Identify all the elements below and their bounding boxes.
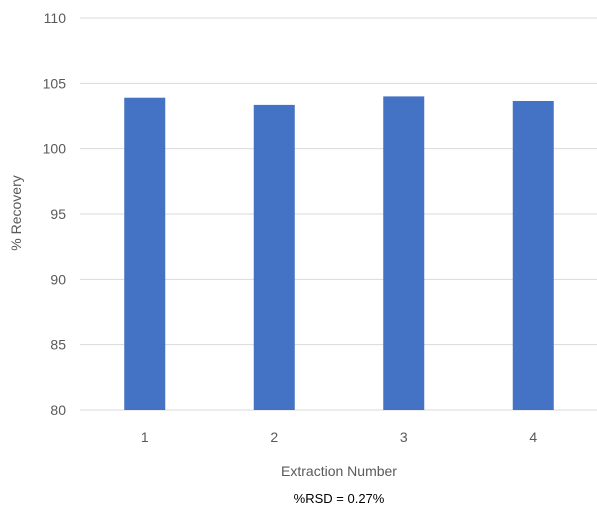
y-tick-label-95: 95 xyxy=(50,206,66,222)
y-tick-label-110: 110 xyxy=(44,10,67,26)
x-tick-label-2: 2 xyxy=(270,429,278,445)
x-axis-title: Extraction Number xyxy=(281,463,397,479)
bar-3 xyxy=(383,96,425,411)
y-tick-label-90: 90 xyxy=(50,271,66,287)
y-tick-label-80: 80 xyxy=(50,402,66,418)
rsd-annotation: %RSD = 0.27% xyxy=(294,491,385,506)
bars xyxy=(124,96,554,411)
y-tick-labels: 80 85 90 95 100 105 110 xyxy=(43,10,67,418)
x-tick-label-3: 3 xyxy=(400,429,408,445)
y-tick-label-100: 100 xyxy=(43,141,67,157)
x-tick-label-4: 4 xyxy=(529,429,537,445)
y-tick-label-85: 85 xyxy=(50,337,66,353)
gridlines xyxy=(80,17,597,411)
bar-4 xyxy=(512,100,554,411)
x-tick-labels: 1 2 3 4 xyxy=(141,429,538,445)
bar-1 xyxy=(124,97,166,410)
bar-2 xyxy=(253,104,295,410)
y-axis-title: % Recovery xyxy=(8,175,24,250)
y-tick-label-105: 105 xyxy=(43,75,67,91)
x-tick-label-1: 1 xyxy=(141,429,149,445)
